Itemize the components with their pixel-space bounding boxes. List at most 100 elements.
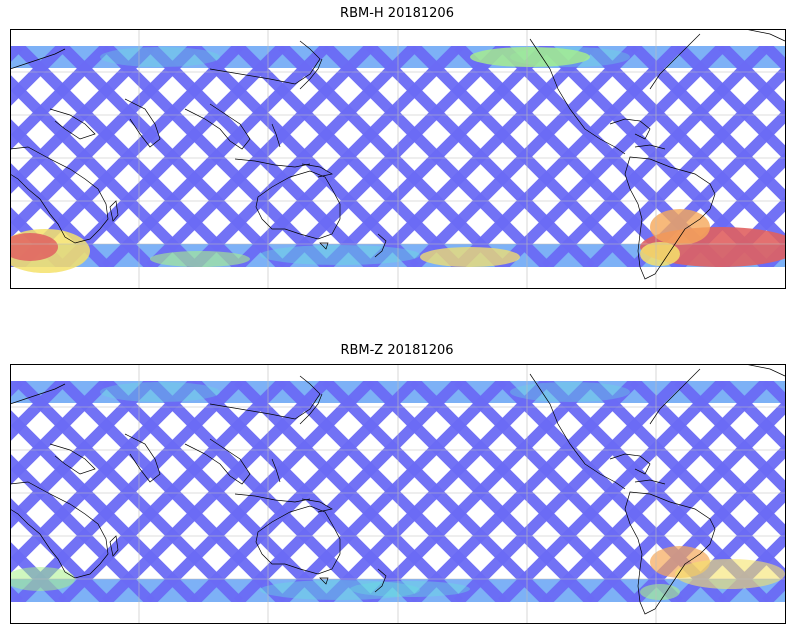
australia-coastline	[255, 505, 341, 575]
panel-title-rbm-z: RBM-Z 20181206	[340, 343, 454, 358]
madagascar-coastline	[109, 535, 119, 557]
north-america-coastline	[529, 373, 626, 490]
swath-desc	[14, 377, 243, 606]
swath-desc	[146, 377, 375, 606]
new-guinea-coastline	[301, 498, 333, 513]
swath-desc	[10, 377, 111, 486]
hotspot-south-pacific	[420, 247, 520, 267]
hotspot-south-indian	[150, 251, 250, 267]
hotspot-south-atlantic-core	[10, 233, 58, 261]
caribbean-coastline	[634, 479, 666, 485]
coastlines	[10, 29, 786, 280]
swath-asc	[718, 42, 786, 118]
south-america-coastline	[624, 156, 716, 280]
hotspot-patagonia	[640, 242, 680, 266]
map-frame	[10, 364, 786, 624]
coastlines	[10, 364, 786, 615]
madagascar-coastline	[109, 200, 119, 222]
swath-desc	[498, 377, 727, 606]
india-coastline	[124, 98, 161, 148]
swath-desc	[586, 398, 786, 606]
swath-asc	[10, 206, 67, 271]
southeast-asia-coastline	[184, 438, 251, 485]
swath-desc	[542, 377, 771, 606]
band-accent	[260, 245, 420, 265]
indonesia-coastline	[234, 493, 311, 503]
swath-asc	[10, 162, 111, 271]
arabia-coastline	[49, 443, 96, 475]
band-accent	[510, 382, 630, 402]
north-america-east-coastline	[649, 368, 701, 425]
japan-coastline	[299, 58, 323, 90]
swath-desc	[410, 377, 639, 606]
swath-layer	[10, 364, 786, 624]
swath-desc	[322, 377, 551, 606]
swath-desc	[278, 377, 507, 606]
south-america-coastline	[624, 491, 716, 615]
swath-desc	[498, 42, 727, 271]
europe-coastline	[10, 48, 66, 70]
africa-coastline	[10, 146, 109, 244]
swath-desc	[366, 377, 595, 606]
australia-coastline	[255, 170, 341, 240]
hotspot-south-pacific	[350, 581, 470, 597]
africa-coastline	[10, 481, 109, 579]
swath-desc	[10, 42, 155, 195]
swath-desc	[278, 42, 507, 271]
swath-desc	[10, 42, 67, 107]
swath-desc	[10, 377, 155, 530]
southeast-asia-coastline	[184, 103, 251, 150]
swath-asc	[10, 497, 111, 606]
philippines-coastline	[271, 458, 281, 483]
swath-asc	[718, 377, 786, 453]
band-accent	[260, 580, 420, 600]
india-coastline	[124, 433, 161, 483]
new-guinea-coastline	[301, 163, 333, 178]
north-america-coastline	[529, 38, 626, 155]
swath-desc	[322, 42, 551, 271]
gridlines	[10, 29, 786, 289]
swath-desc	[542, 42, 771, 271]
rbm-h-map	[10, 29, 786, 289]
swath-desc	[586, 63, 786, 271]
swath-desc	[146, 42, 375, 271]
gridlines	[10, 364, 786, 624]
japan-coastline	[299, 393, 323, 425]
band-accent	[100, 382, 220, 402]
swath-desc	[454, 42, 683, 271]
east-asia-coastline	[209, 375, 321, 420]
swath-desc	[410, 42, 639, 271]
philippines-coastline	[271, 123, 281, 148]
swath-desc	[234, 377, 463, 606]
new-zealand-coastline	[374, 233, 387, 258]
europe-coastline	[10, 383, 66, 405]
hotspot-north-pacific	[470, 47, 590, 67]
greenland-coastline	[744, 364, 786, 377]
swath-desc	[10, 42, 111, 151]
new-zealand-coastline	[374, 568, 387, 593]
north-america-east-coastline	[649, 33, 701, 90]
east-asia-coastline	[209, 40, 321, 85]
swath-asc	[674, 42, 786, 162]
swath-desc	[10, 377, 67, 442]
map-frame	[10, 29, 786, 289]
swath-desc	[234, 42, 463, 271]
swath-asc	[674, 377, 786, 497]
tasmania-coastline	[319, 242, 329, 250]
arabia-coastline	[49, 108, 96, 140]
swath-asc	[10, 541, 67, 606]
tasmania-coastline	[319, 577, 329, 585]
hotspot-patagonia	[640, 584, 680, 600]
caribbean-coastline	[634, 144, 666, 150]
hotspot-argentina	[650, 209, 710, 245]
swath-desc	[190, 377, 419, 606]
greenland-coastline	[744, 29, 786, 42]
hotspot-south-atlantic-east	[675, 559, 785, 589]
gulf-coastline	[609, 118, 651, 140]
swath-desc	[366, 42, 595, 271]
swath-desc	[454, 377, 683, 606]
gulf-coastline	[609, 453, 651, 475]
indonesia-coastline	[234, 158, 311, 168]
swath-desc	[190, 42, 419, 271]
band-accent	[100, 47, 220, 67]
